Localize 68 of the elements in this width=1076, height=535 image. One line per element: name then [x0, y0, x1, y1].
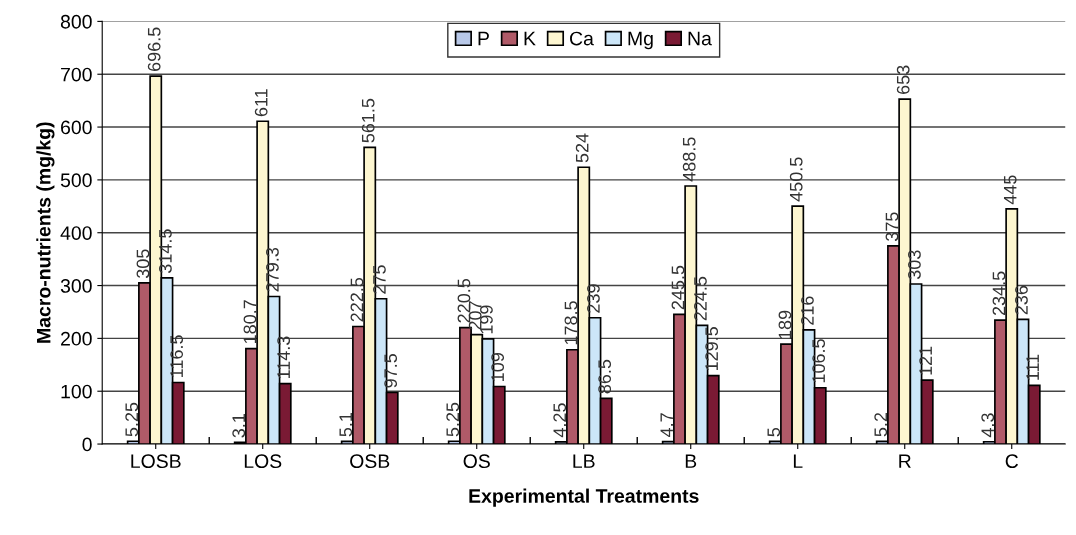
data-label: 114.3 [277, 336, 291, 379]
data-label: 86.5 [598, 359, 612, 394]
data-label: 239 [587, 284, 600, 313]
data-label: 5 [767, 427, 781, 437]
data-label: 561.5 [361, 98, 375, 143]
y-tick-label: 300 [60, 279, 92, 293]
data-label: 4.25 [553, 403, 567, 438]
data-label: 305 [136, 249, 150, 279]
data-label: 524 [575, 133, 589, 163]
data-label: 97.5 [384, 353, 398, 388]
data-label: 111 [1026, 354, 1039, 380]
data-label: 234.5 [992, 271, 1006, 316]
x-axis-title: Experimental Treatments [469, 488, 699, 507]
data-label: 5.25 [446, 402, 460, 437]
x-tick-label: OS [463, 454, 490, 469]
legend-label: K [524, 31, 536, 46]
data-label: 199 [480, 305, 493, 334]
x-tick-label: L [793, 454, 803, 468]
data-label: 375 [885, 212, 899, 242]
data-label: 222.5 [350, 277, 364, 322]
legend-label: Na [688, 31, 712, 46]
data-label: 4.3 [981, 413, 995, 438]
data-label: 275 [373, 265, 386, 294]
data-label: 696.5 [147, 27, 161, 71]
y-tick-label: 700 [61, 67, 92, 82]
data-label: 236 [1015, 285, 1028, 315]
data-label: 5.1 [339, 412, 353, 437]
data-label: 5.2 [874, 412, 888, 437]
data-label: 4.7 [660, 413, 673, 437]
data-label: 178.5 [564, 301, 578, 345]
x-tick-label: R [899, 454, 911, 468]
data-label: 129.5 [705, 327, 719, 371]
data-label: 216 [801, 296, 814, 325]
y-tick-label: 200 [61, 331, 92, 346]
x-tick-label: C [1005, 454, 1019, 469]
x-tick-label: LOSB [131, 454, 181, 469]
x-tick-label: LB [573, 454, 595, 468]
y-tick-label: 800 [60, 14, 92, 29]
data-label: 314.5 [159, 229, 172, 274]
data-label: 180.7 [243, 300, 257, 344]
data-label: 116.5 [170, 335, 184, 377]
data-label: 3.1 [232, 414, 246, 438]
data-label: 121 [919, 346, 932, 375]
y-axis-title: Macro-nutrients (mg/kg) [36, 122, 55, 343]
data-label: 450.5 [789, 157, 803, 202]
data-label: 245.5 [671, 265, 685, 310]
legend-label: P [478, 31, 489, 46]
legend-label: Ca [570, 31, 594, 46]
y-tick-label: 500 [60, 173, 92, 188]
x-tick-label: B [685, 454, 697, 468]
y-tick-label: 0 [82, 437, 92, 452]
data-label: 5.25 [125, 402, 139, 437]
legend-label: Mg [628, 31, 653, 50]
y-tick-label: 100 [61, 384, 92, 399]
x-tick-label: LOS [244, 454, 282, 469]
y-tick-label: 600 [61, 120, 92, 135]
data-label: 109 [491, 353, 505, 381]
data-label: 303 [908, 250, 921, 280]
data-label: 611 [254, 89, 268, 117]
data-label: 488.5 [682, 137, 696, 182]
data-label: 653 [896, 65, 910, 94]
x-tick-label: OSB [350, 454, 390, 469]
y-tick-label: 400 [60, 226, 92, 240]
data-label: 189 [778, 310, 792, 339]
data-label: 445 [1003, 175, 1017, 205]
data-label: 224.5 [694, 276, 707, 321]
data-label: 106.5 [812, 339, 826, 383]
data-label: 279.3 [266, 247, 279, 292]
